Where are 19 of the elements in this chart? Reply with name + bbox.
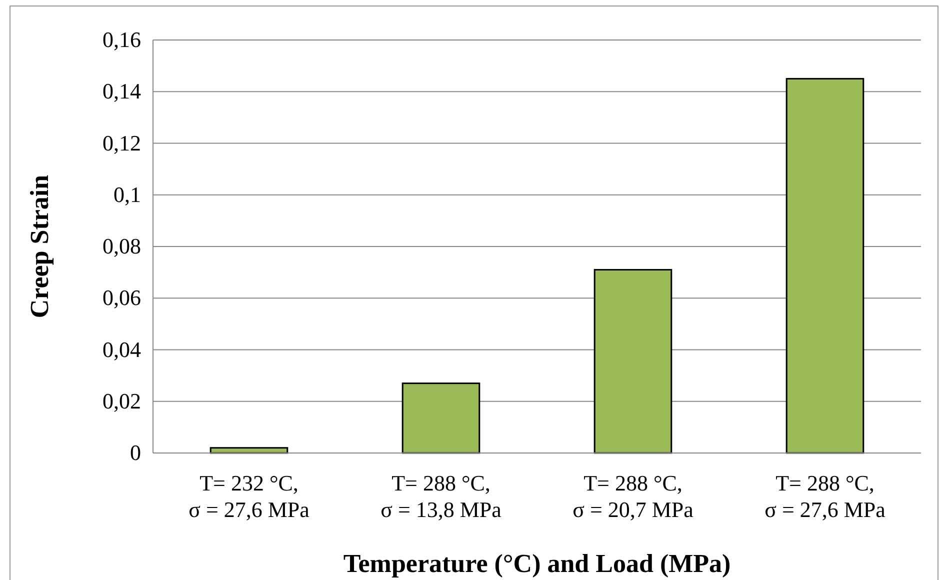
bar [402,382,480,454]
y-tick-label: 0,02 [102,388,141,414]
y-tick-label: 0,14 [102,78,141,104]
bar [594,268,672,454]
x-axis-title: Temperature (°C) and Load (MPa) [343,549,731,578]
x-tick-label: T= 288 °C, σ = 20,7 MPa [572,470,694,522]
x-tick-label: T= 288 °C, σ = 13,8 MPa [380,470,502,522]
y-tick-label: 0,08 [102,234,141,259]
y-tick-label: 0,12 [102,130,141,156]
x-tick-label: T= 288 °C, σ = 27,6 MPa [764,470,886,522]
y-tick-label: 0,06 [102,285,141,310]
y-tick-label: 0 [130,440,141,466]
y-axis-title: Creep Strain [25,174,54,318]
bar [210,447,288,454]
x-tick-label: T= 232 °C, σ = 27,6 MPa [188,470,310,522]
y-tick-label: 0,04 [102,336,141,362]
y-tick-label: 0,16 [102,27,141,52]
y-tick-label: 0,1 [114,182,141,207]
bar [786,78,864,454]
